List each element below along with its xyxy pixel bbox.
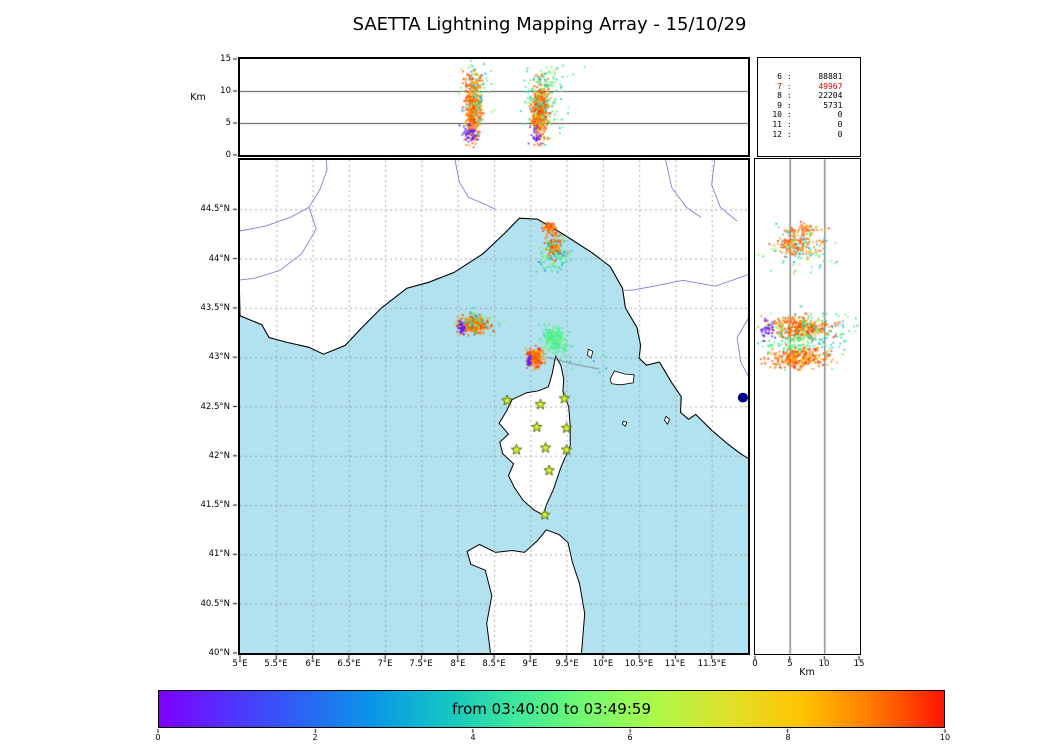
lat-tick-label: 44.5°N <box>200 204 230 214</box>
map-panel <box>238 158 750 655</box>
right-alt-tick-label: 15 <box>853 659 865 669</box>
colorbar-tick-label: 8 <box>785 733 791 742</box>
separator: : <box>782 81 797 91</box>
figure-title: SAETTA Lightning Mapping Array - 15/10/2… <box>352 14 747 35</box>
lat-tick-label: 43.5°N <box>200 303 230 313</box>
source-count: 0 <box>837 129 843 139</box>
top-alt-tick-label: 0 <box>225 150 231 160</box>
lat-tick-label: 42.5°N <box>200 402 230 412</box>
lat-tick-label: 43°N <box>208 352 230 362</box>
lon-tick-label: 11.5°E <box>697 659 727 669</box>
station-id: 11 <box>772 119 782 129</box>
station-id: 12 <box>772 129 782 139</box>
separator: : <box>782 119 797 129</box>
separator: : <box>782 129 797 139</box>
right-alt-tick-label: 5 <box>787 659 793 669</box>
station-count-row: 8 : 22204 <box>758 91 860 101</box>
map-svg <box>240 160 748 653</box>
station-count-row: 7 : 49967 <box>758 82 860 92</box>
station-counts-box: 6 : 88881 7 : 49967 8 : 22204 9 : 5731 10 : … <box>757 57 861 157</box>
right-alt-tick-label: 0 <box>752 659 758 669</box>
colorbar-tick-label: 0 <box>155 733 161 742</box>
altitude-latitude-panel <box>754 158 861 655</box>
lat-tick-label: 41.5°N <box>200 500 230 510</box>
station-count-row: 11 : 0 <box>758 120 860 130</box>
station-id: 9 <box>777 100 782 110</box>
lat-tick-label: 44°N <box>208 254 230 264</box>
top-alt-tick-label: 15 <box>220 54 231 64</box>
separator: : <box>782 72 797 81</box>
separator: : <box>782 110 797 120</box>
lake <box>737 392 748 403</box>
colorbar-tick-label: 2 <box>312 733 318 742</box>
station-count-row: 6 : 88881 <box>758 72 860 82</box>
lat-tick-label: 41°N <box>208 549 230 559</box>
lat-tick-label: 40°N <box>208 648 230 658</box>
source-count: 49967 <box>818 81 843 91</box>
station-id: 10 <box>772 110 782 120</box>
colorbar-tick-label: 10 <box>939 733 951 742</box>
source-count: 22204 <box>818 91 843 101</box>
colorbar-tick-label: 6 <box>627 733 633 742</box>
station-count-row: 12 : 0 <box>758 130 860 140</box>
colorbar: from 03:40:00 to 03:49:59 <box>158 690 945 728</box>
lat-tick-label: 40.5°N <box>200 599 230 609</box>
source-count: 88881 <box>818 72 843 81</box>
station-id: 6 <box>777 72 782 81</box>
colorbar-label: from 03:40:00 to 03:49:59 <box>451 700 651 718</box>
station-id: 8 <box>777 91 782 101</box>
colorbar-tick-label: 4 <box>470 733 476 742</box>
altitude-longitude-panel <box>238 57 750 157</box>
station-id: 7 <box>777 81 782 91</box>
separator: : <box>782 100 797 110</box>
station-count-row: 9 : 5731 <box>758 101 860 111</box>
source-count: 5731 <box>823 100 843 110</box>
right-alt-tick-label: 10 <box>818 659 830 669</box>
top-alt-tick-label: 10 <box>220 86 231 96</box>
source-count: 0 <box>837 110 843 120</box>
separator: : <box>782 91 797 101</box>
station-count-row: 10 : 0 <box>758 110 860 120</box>
top-alt-tick-label: 5 <box>225 118 231 128</box>
source-count: 0 <box>837 119 843 129</box>
lat-tick-label: 42°N <box>208 451 230 461</box>
